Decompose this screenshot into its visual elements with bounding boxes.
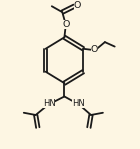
Text: O: O (62, 20, 69, 29)
Text: O: O (74, 1, 81, 10)
Text: O: O (91, 45, 98, 54)
Text: HN: HN (72, 99, 85, 108)
Text: HN: HN (43, 99, 55, 108)
